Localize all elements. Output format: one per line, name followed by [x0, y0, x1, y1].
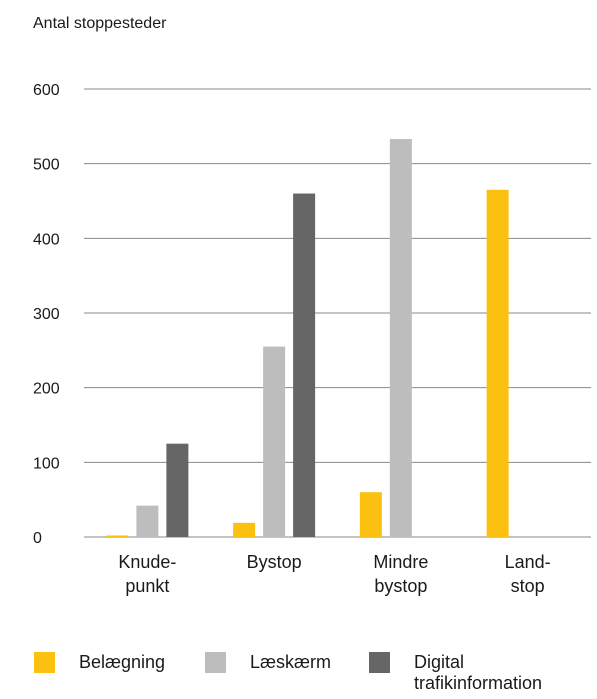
x-tick-label-2: Mindre bystop [373, 552, 428, 596]
bar-digital-0 [166, 443, 189, 537]
y-axis-title: Antal stoppesteder [33, 15, 167, 32]
x-tick-label-3: Land-stop [505, 552, 551, 596]
legend-swatch-digital [369, 652, 390, 673]
legend-item-laeskaerm: Læskærm [205, 652, 331, 673]
y-tick-label-300: 300 [33, 306, 60, 323]
x-tick-label-line: punkt [125, 576, 169, 596]
bar-chart: Antal stoppesteder 0 100 200 300 400 500 600 Knu… [33, 15, 591, 596]
y-tick-label-400: 400 [33, 231, 60, 248]
bar-læskærm-2 [389, 139, 412, 537]
bar-læskærm-1 [263, 346, 286, 537]
y-tick-label-100: 100 [33, 455, 60, 472]
x-tick-label-line: Mindre [373, 552, 428, 572]
bar-belægning-0 [106, 535, 129, 537]
x-tick-label-line: Knude- [118, 552, 176, 572]
bar-belægning-3 [486, 189, 509, 538]
x-tick-label-1: Bystop [247, 552, 302, 572]
x-tick-label-line: bystop [374, 576, 427, 596]
legend-label-digital: Digital trafikinformation [414, 652, 543, 693]
y-tick-label-0: 0 [33, 530, 42, 547]
bar-læskærm-0 [136, 505, 159, 537]
y-tick-label-500: 500 [33, 157, 60, 174]
bar-digital-1 [293, 193, 316, 538]
legend-item-digital: Digital trafikinformation [369, 652, 542, 694]
y-tick-label-600: 600 [33, 82, 60, 99]
chart-legend: Belægning Læskærm Digital trafikinformat… [0, 652, 597, 699]
y-tick-label-200: 200 [33, 381, 60, 398]
bar-belægning-1 [233, 522, 256, 537]
x-tick-label-line: stop [511, 576, 545, 596]
x-tick-label-line: Bystop [247, 552, 302, 572]
bar-belægning-2 [359, 492, 382, 537]
x-tick-label-0: Knude-punkt [118, 552, 176, 596]
legend-label-belaegning: Belægning [79, 652, 166, 672]
legend-label-laeskaerm: Læskærm [250, 652, 332, 672]
x-tick-label-line: Land- [505, 552, 551, 572]
legend-item-belaegning: Belægning [34, 652, 165, 673]
legend-swatch-laeskaerm [205, 652, 226, 673]
legend-swatch-belaegning [34, 652, 55, 673]
